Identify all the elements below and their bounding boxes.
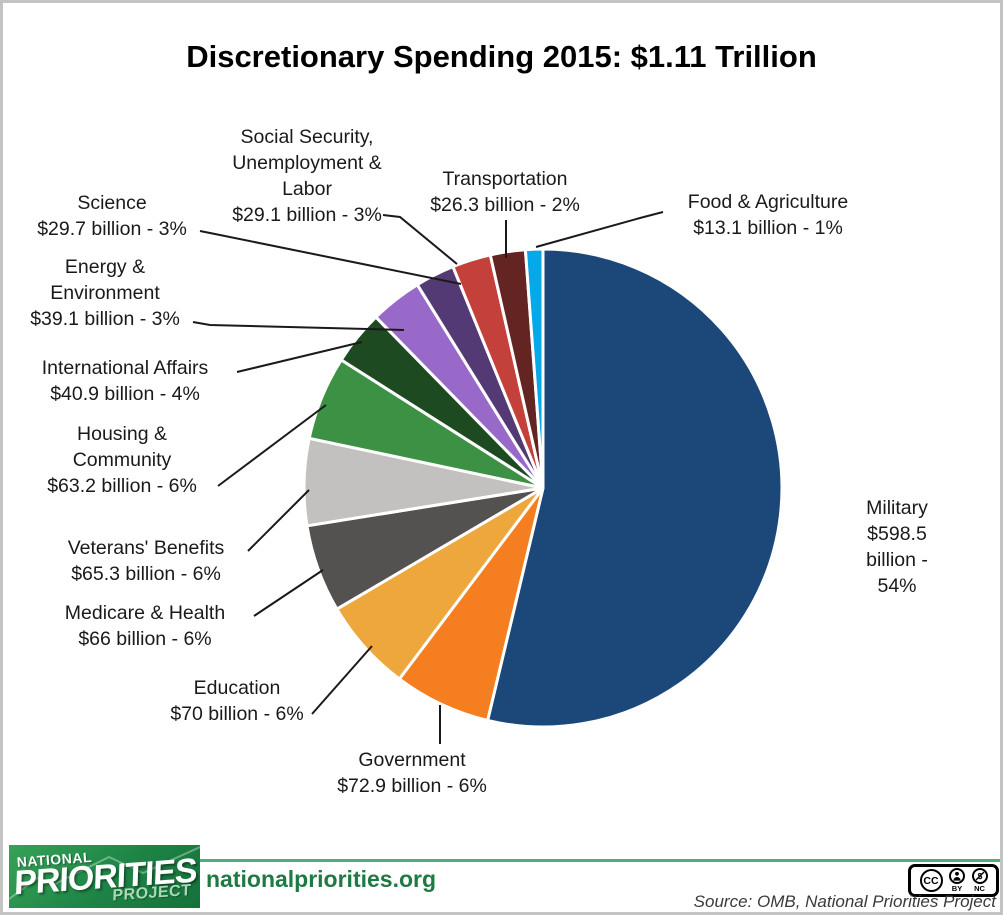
- label-medicare-health: Medicare & Health $66 billion - 6%: [64, 602, 226, 650]
- pie-chart-svg: [192, 211, 784, 744]
- person-icon: [949, 868, 965, 885]
- leader-line-food-agriculture: [535, 211, 664, 248]
- label-energy-environment: Energy & Environment $39.1 billion - 3%: [30, 256, 180, 330]
- logo-trendline-icon: [9, 846, 200, 900]
- label-military: Military $598.5 billion - 54%: [866, 497, 928, 597]
- source-attribution: Source: OMB, National Priorities Project: [693, 892, 996, 911]
- leader-line-medicare-health: [253, 569, 324, 617]
- leader-line-energy-environment: [192, 321, 405, 331]
- label-government: Government $72.9 billion - 6%: [337, 749, 487, 797]
- label-science: Science $29.7 billion - 3%: [37, 192, 187, 240]
- leader-line-social-security: [382, 214, 458, 265]
- cc-icon: CC: [919, 869, 943, 892]
- website-link[interactable]: nationalpriorities.org: [206, 866, 437, 892]
- footer-divider-line: [200, 859, 1000, 862]
- label-education: Education $70 billion - 6%: [170, 677, 304, 725]
- cc-nc-noncommercial: $ NC: [971, 868, 988, 894]
- cc-by-nc-license-badge[interactable]: CC BY $ NC: [908, 864, 999, 897]
- label-international-affairs: International Affairs $40.9 billion - 4%: [41, 357, 209, 405]
- cc-by-attribution: BY: [949, 868, 965, 893]
- by-label: BY: [951, 884, 963, 894]
- leader-line-international-affairs: [236, 341, 363, 373]
- leader-line-science: [199, 230, 462, 285]
- leader-line-veterans-benefits: [247, 489, 310, 552]
- label-social-security: Social Security, Unemployment & Labor $2…: [232, 126, 382, 226]
- label-housing-community: Housing & Community $63.2 billion - 6%: [47, 423, 197, 497]
- label-transportation: Transportation $26.3 billion - 2%: [430, 168, 580, 216]
- no-dollar-icon: $: [971, 868, 988, 885]
- chart-title: Discretionary Spending 2015: $1.11 Trill…: [186, 39, 817, 74]
- leader-lines: [192, 211, 664, 744]
- pie-slice-military[interactable]: [485, 247, 784, 729]
- national-priorities-logo: NATIONAL PRIORITIES PROJECT: [9, 845, 200, 908]
- leader-line-housing-community: [217, 404, 327, 487]
- label-food-agriculture: Food & Agriculture $13.1 billion - 1%: [687, 191, 849, 239]
- pie-slice-food-agriculture[interactable]: [523, 247, 545, 489]
- nc-label: NC: [974, 884, 985, 894]
- leader-line-education: [311, 645, 373, 715]
- label-veterans-benefits: Veterans' Benefits $65.3 billion - 6%: [67, 537, 225, 585]
- pie-group: [302, 247, 784, 729]
